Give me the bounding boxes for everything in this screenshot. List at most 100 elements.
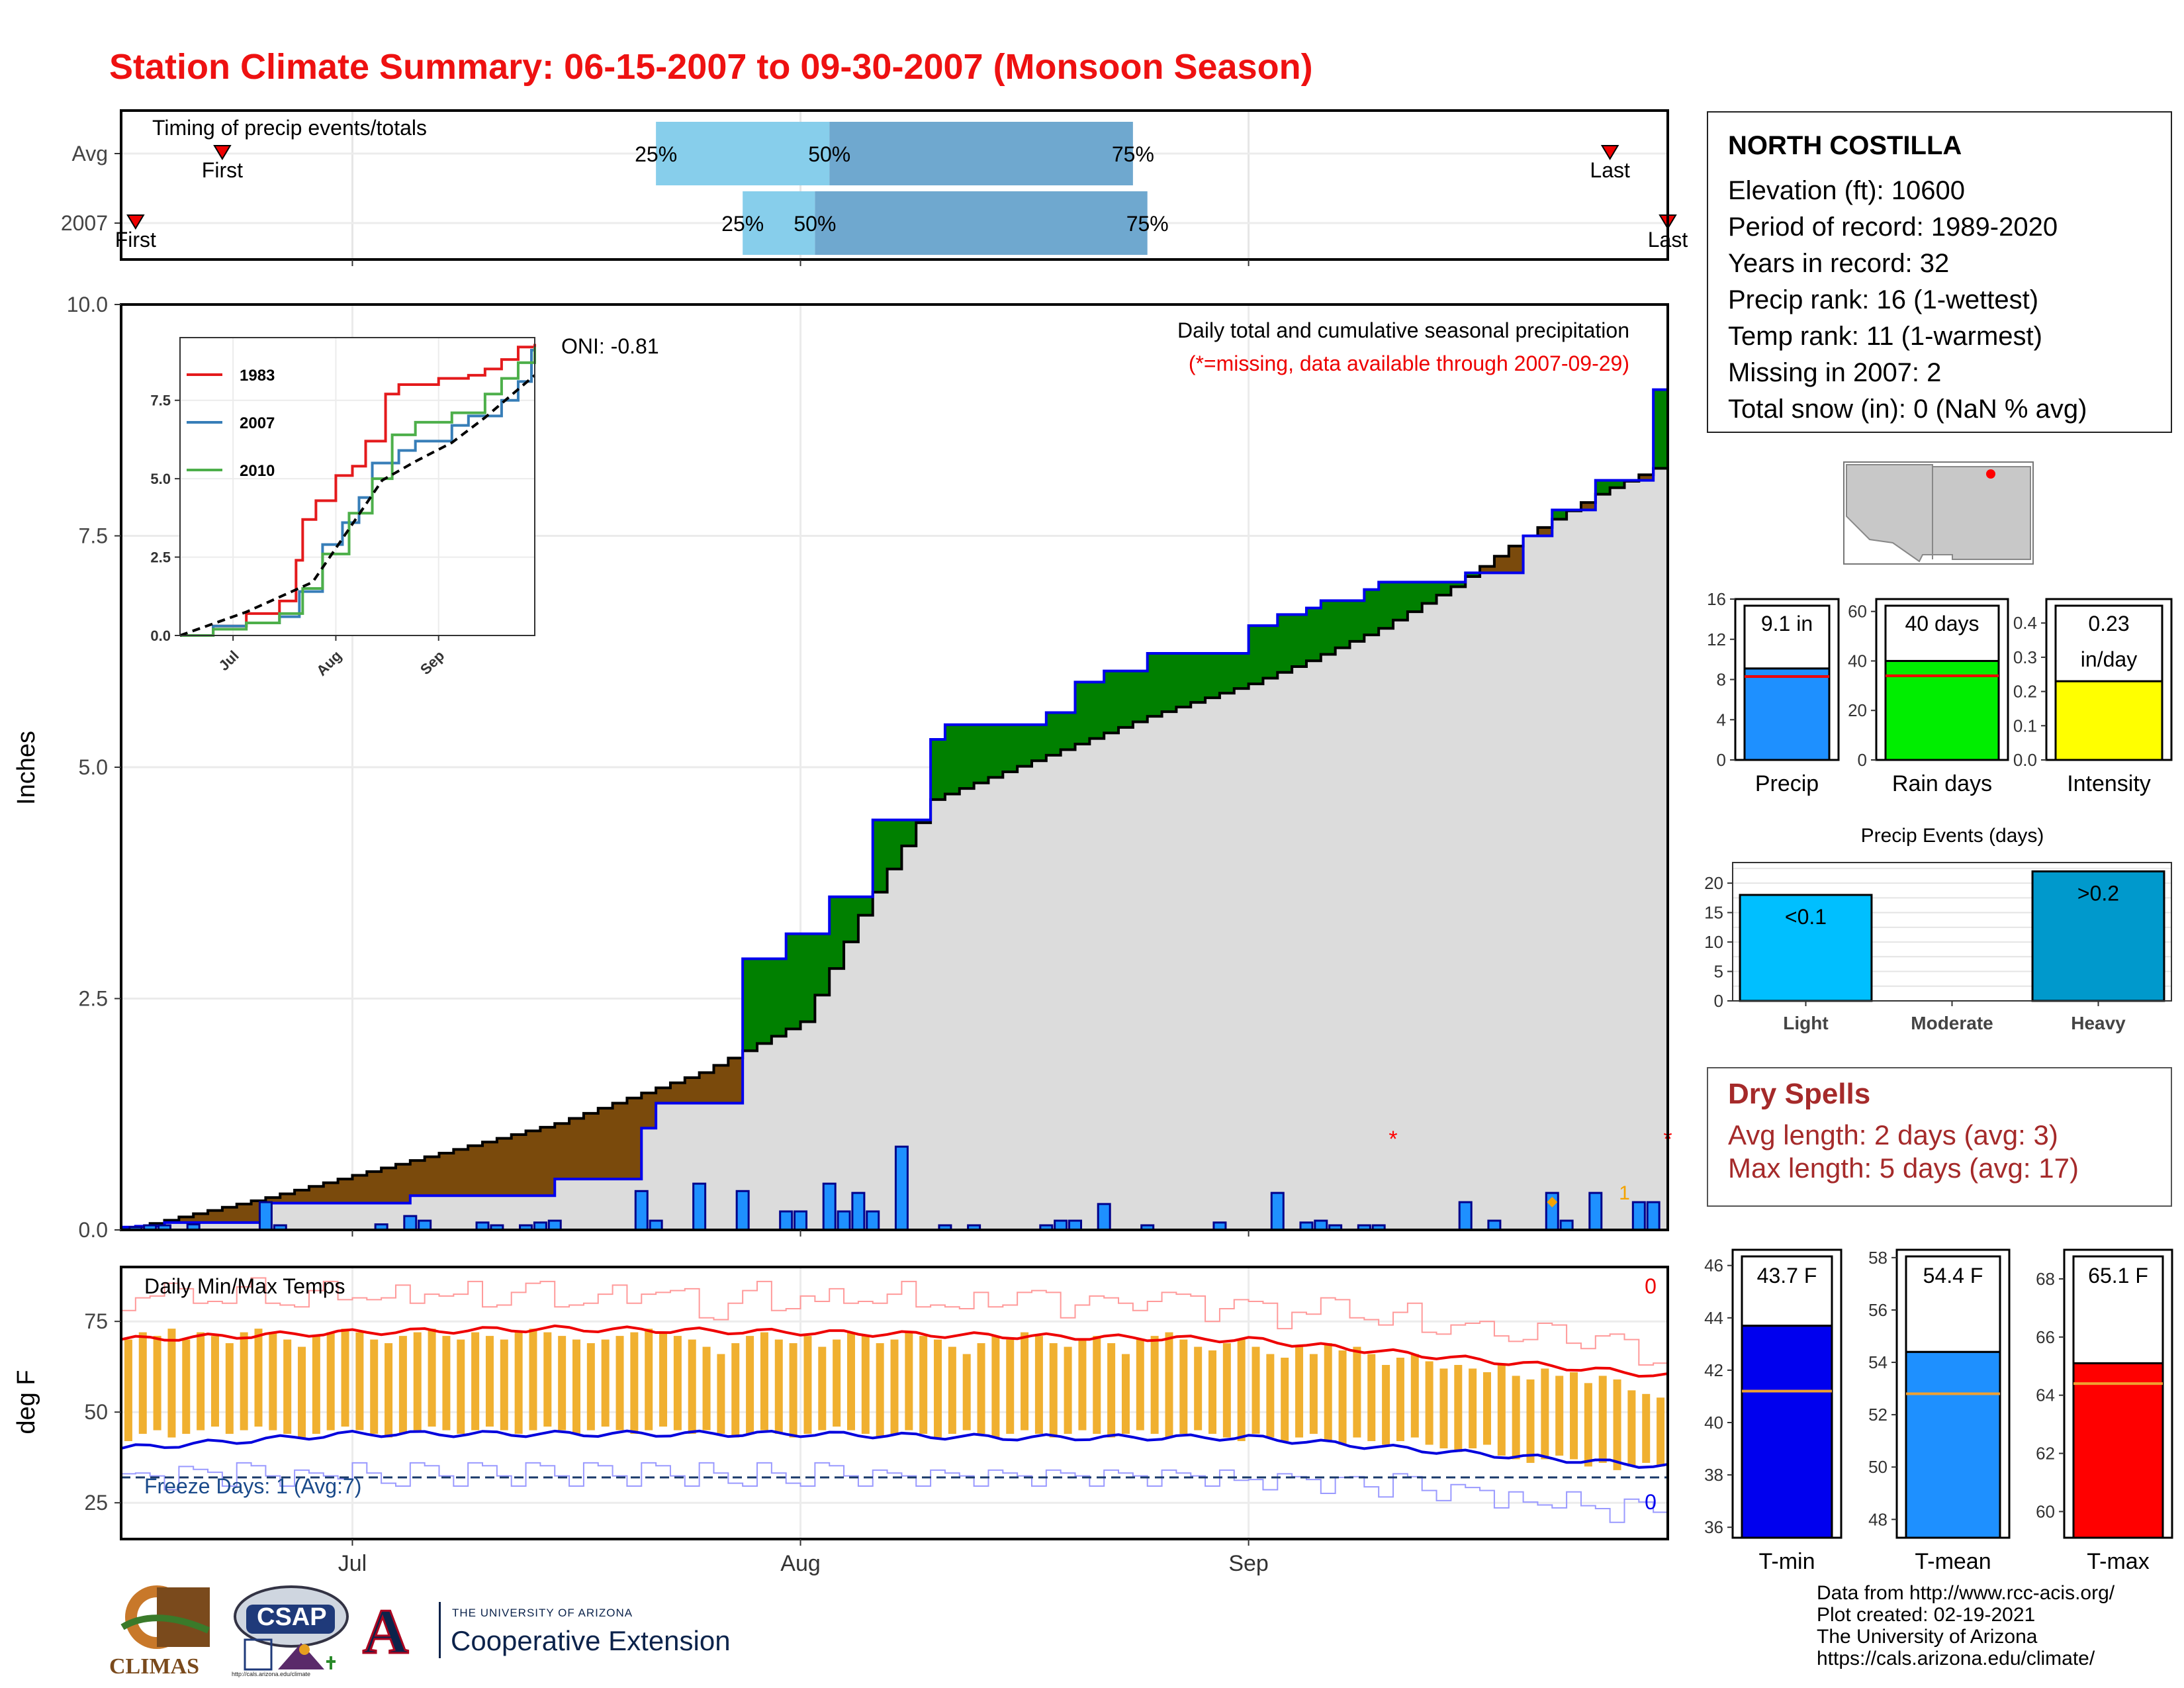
daily-temp-bar bbox=[370, 1339, 379, 1434]
temp-bar-t-mean bbox=[1905, 1350, 2001, 1539]
daily-temp-bar bbox=[341, 1329, 349, 1427]
daily-precip-bar bbox=[634, 1190, 649, 1231]
temperature-bar-panels: 43.7 F 36 38 40 42 44 46 T-min 54.4 F 48 50 52 54 56 5… bbox=[1704, 1248, 2173, 1574]
temp-ytick-label: 25 bbox=[84, 1491, 108, 1515]
daily-precip-bar bbox=[547, 1219, 562, 1231]
daily-temp-bar bbox=[1295, 1346, 1304, 1438]
timing-last-label: Last bbox=[1590, 158, 1630, 182]
season-bar-ytick-label: 0.4 bbox=[2013, 613, 2037, 633]
precip-avg-line bbox=[121, 461, 1669, 1231]
daily-temp-bar bbox=[615, 1336, 624, 1430]
precip-surplus-fill bbox=[1248, 626, 1264, 684]
daily-temp-bar bbox=[1469, 1368, 1477, 1448]
daily-temp-bar bbox=[890, 1339, 899, 1434]
daily-precip-bar bbox=[649, 1219, 663, 1231]
temp-bar-ytick-label: 60 bbox=[2036, 1501, 2055, 1521]
events-ytick-label: 15 bbox=[1704, 903, 1723, 923]
daily-temp-bar bbox=[1382, 1364, 1390, 1445]
precip-deficit-fill bbox=[670, 1082, 686, 1103]
precip-surplus-fill bbox=[1379, 582, 1394, 629]
season-bar-ytick-label: 60 bbox=[1848, 602, 1867, 622]
season-bar-category: Precip bbox=[1755, 771, 1819, 796]
timing-row-label: 2007 bbox=[61, 211, 108, 235]
temp-bar-t-min bbox=[1741, 1325, 1833, 1539]
season-bar-ytick-label: 8 bbox=[1717, 670, 1726, 690]
temp-frame bbox=[120, 1266, 1669, 1540]
daily-temp-bar bbox=[1425, 1361, 1433, 1445]
precip-deficit-fill bbox=[367, 1171, 382, 1203]
precip-deficit-fill bbox=[555, 1123, 570, 1180]
inset-ytick-label: 0.0 bbox=[150, 628, 171, 644]
season-bar-value-label: in/day bbox=[2081, 647, 2137, 671]
daily-temp-bar bbox=[876, 1343, 884, 1438]
temp-hot-count: 0 bbox=[1645, 1274, 1657, 1298]
timing-panel-label: Timing of precip events/totals bbox=[152, 116, 427, 140]
precip-surplus-fill bbox=[1292, 614, 1307, 667]
daily-precip-bar bbox=[1646, 1201, 1661, 1231]
precip-deficit-fill bbox=[193, 1213, 208, 1223]
ua-divider bbox=[439, 1602, 441, 1658]
daily-temp-bar bbox=[919, 1336, 928, 1434]
precip-deficit-fill bbox=[656, 1088, 671, 1103]
daily-precip-bar bbox=[851, 1192, 866, 1231]
timing-bar-q50-q75 bbox=[815, 191, 1148, 255]
precip-deficit-fill bbox=[338, 1179, 353, 1203]
freeze-days-label: Freeze Days: 1 (Avg:7) bbox=[144, 1474, 361, 1498]
daily-temp-bar bbox=[934, 1339, 942, 1438]
station-snow: Total snow (in): 0 (NaN % avg) bbox=[1728, 395, 2087, 424]
temp-bar-ytick-label: 58 bbox=[1868, 1248, 1888, 1268]
daily-temp-bar bbox=[413, 1332, 422, 1430]
daily-temp-bar bbox=[948, 1346, 956, 1434]
temp-bar-ytick-label: 52 bbox=[1868, 1405, 1888, 1425]
events-ytick-label: 5 bbox=[1714, 962, 1723, 982]
season-bar-value-label: 9.1 in bbox=[1761, 612, 1813, 635]
season-bar-precip bbox=[1743, 667, 1831, 761]
daily-temp-bar bbox=[485, 1336, 494, 1427]
precip-deficit-fill bbox=[410, 1160, 426, 1196]
daily-temp-bar bbox=[846, 1332, 855, 1430]
daily-temp-bar bbox=[182, 1339, 191, 1434]
daily-temp-bar bbox=[1410, 1354, 1419, 1438]
daily-temp-bar bbox=[1034, 1336, 1043, 1434]
precip-obs-line bbox=[121, 388, 1668, 1229]
events-bar-heavy bbox=[2031, 870, 2165, 1002]
precip-surplus-fill bbox=[1219, 653, 1235, 694]
precip-deficit-fill bbox=[150, 1223, 165, 1227]
precip-surplus-fill bbox=[959, 724, 975, 789]
precip-deficit-fill bbox=[308, 1186, 324, 1203]
timing-quantile-label: 50% bbox=[794, 212, 836, 236]
season-bar-ytick-label: 4 bbox=[1717, 710, 1726, 729]
precip-annotation-title: Daily total and cumulative seasonal prec… bbox=[1177, 318, 1629, 342]
daily-temp-bar bbox=[1555, 1376, 1564, 1456]
temp-bar-ytick-label: 42 bbox=[1704, 1360, 1723, 1380]
precip-surplus-fill bbox=[1451, 582, 1466, 587]
timing-quantile-label: 75% bbox=[1112, 142, 1154, 166]
daily-precip-bar bbox=[866, 1210, 880, 1231]
inset-frame bbox=[179, 337, 535, 636]
precip-annotation-missing: (*=missing, data available through 2007-… bbox=[1189, 352, 1629, 375]
daily-temp-bar bbox=[833, 1339, 841, 1427]
precip-deficit-fill bbox=[627, 1098, 642, 1180]
daily-temp-bar bbox=[760, 1332, 768, 1430]
precip-surplus-fill bbox=[771, 959, 787, 1037]
temp-bar-ytick-label: 46 bbox=[1704, 1256, 1723, 1276]
oni-label: ONI: -0.81 bbox=[561, 334, 659, 358]
inset-ytick-label: 5.0 bbox=[150, 471, 171, 487]
inset-line-avg bbox=[179, 374, 536, 637]
timing-first-label: First bbox=[202, 158, 243, 182]
daily-temp-bar bbox=[1584, 1383, 1592, 1467]
precip-deficit-fill bbox=[352, 1175, 367, 1203]
precip-surplus-fill bbox=[1320, 600, 1336, 655]
season-bar-intensity bbox=[2054, 680, 2163, 761]
daily-temp-bar bbox=[688, 1339, 696, 1434]
precip-deficit-fill bbox=[1580, 502, 1596, 510]
precip-deficit-fill bbox=[222, 1207, 238, 1223]
precip-surplus-fill bbox=[1306, 608, 1322, 661]
dry-spells-avg: Avg length: 2 days (avg: 3) bbox=[1728, 1119, 2058, 1150]
precip-deficit-fill bbox=[179, 1217, 194, 1223]
precip-surplus-fill bbox=[1060, 712, 1076, 750]
temp-bar-ytick-label: 36 bbox=[1704, 1517, 1723, 1537]
temp-bar-ytick-label: 40 bbox=[1704, 1413, 1723, 1432]
daily-temp-bar bbox=[398, 1336, 407, 1434]
temp-ytick-label: 75 bbox=[84, 1309, 108, 1333]
